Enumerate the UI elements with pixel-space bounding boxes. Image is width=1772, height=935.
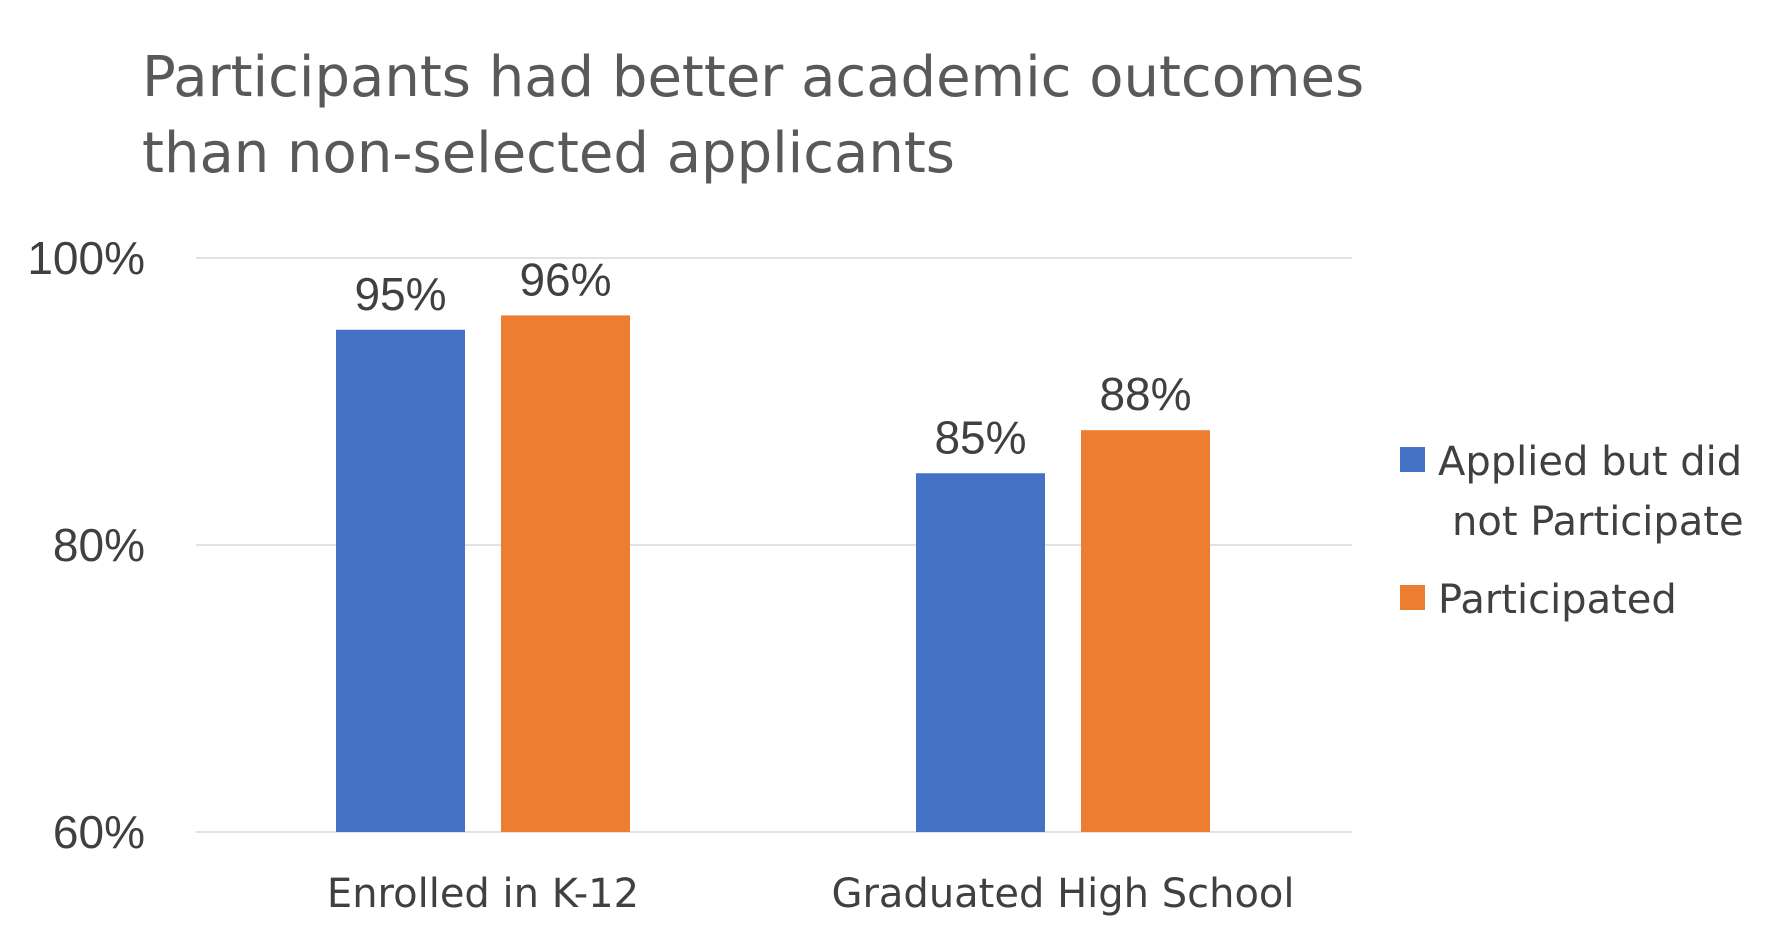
bar-0-0 bbox=[336, 329, 465, 832]
x-category-label-0: Enrolled in K-12 bbox=[327, 871, 639, 917]
x-category-label-1: Graduated High School bbox=[831, 871, 1294, 917]
data-labels: 95% 96% 85% 88% bbox=[354, 253, 1191, 463]
x-axis-categories: Enrolled in K-12 Graduated High School bbox=[327, 871, 1295, 917]
chart-title: Participants had better academic outcome… bbox=[142, 45, 1364, 186]
y-tick-label-60: 60% bbox=[53, 806, 145, 858]
chart-title-line-2: than non-selected applicants bbox=[142, 121, 955, 186]
data-label-1-0: 85% bbox=[934, 411, 1026, 463]
legend-swatch-0 bbox=[1400, 447, 1425, 472]
y-axis-ticks: 60% 80% 100% bbox=[27, 232, 145, 858]
y-tick-label-100: 100% bbox=[27, 232, 145, 284]
legend-label-1-0: Participated bbox=[1438, 577, 1677, 623]
bar-1-1 bbox=[1081, 430, 1210, 832]
bar-0-1 bbox=[501, 315, 630, 832]
legend-label-0-1: not Participate bbox=[1452, 499, 1744, 545]
data-label-0-0: 95% bbox=[354, 268, 446, 320]
data-label-1-1: 88% bbox=[1099, 368, 1191, 420]
chart-title-line-1: Participants had better academic outcome… bbox=[142, 45, 1364, 110]
data-label-0-1: 96% bbox=[519, 253, 611, 305]
legend-swatch-1 bbox=[1400, 585, 1425, 610]
bar-1-0 bbox=[916, 473, 1045, 832]
bars bbox=[336, 315, 1210, 832]
y-tick-label-80: 80% bbox=[53, 519, 145, 571]
legend-label-0-0: Applied but did bbox=[1438, 439, 1742, 485]
legend: Applied but did not Participate Participat… bbox=[1400, 439, 1744, 623]
